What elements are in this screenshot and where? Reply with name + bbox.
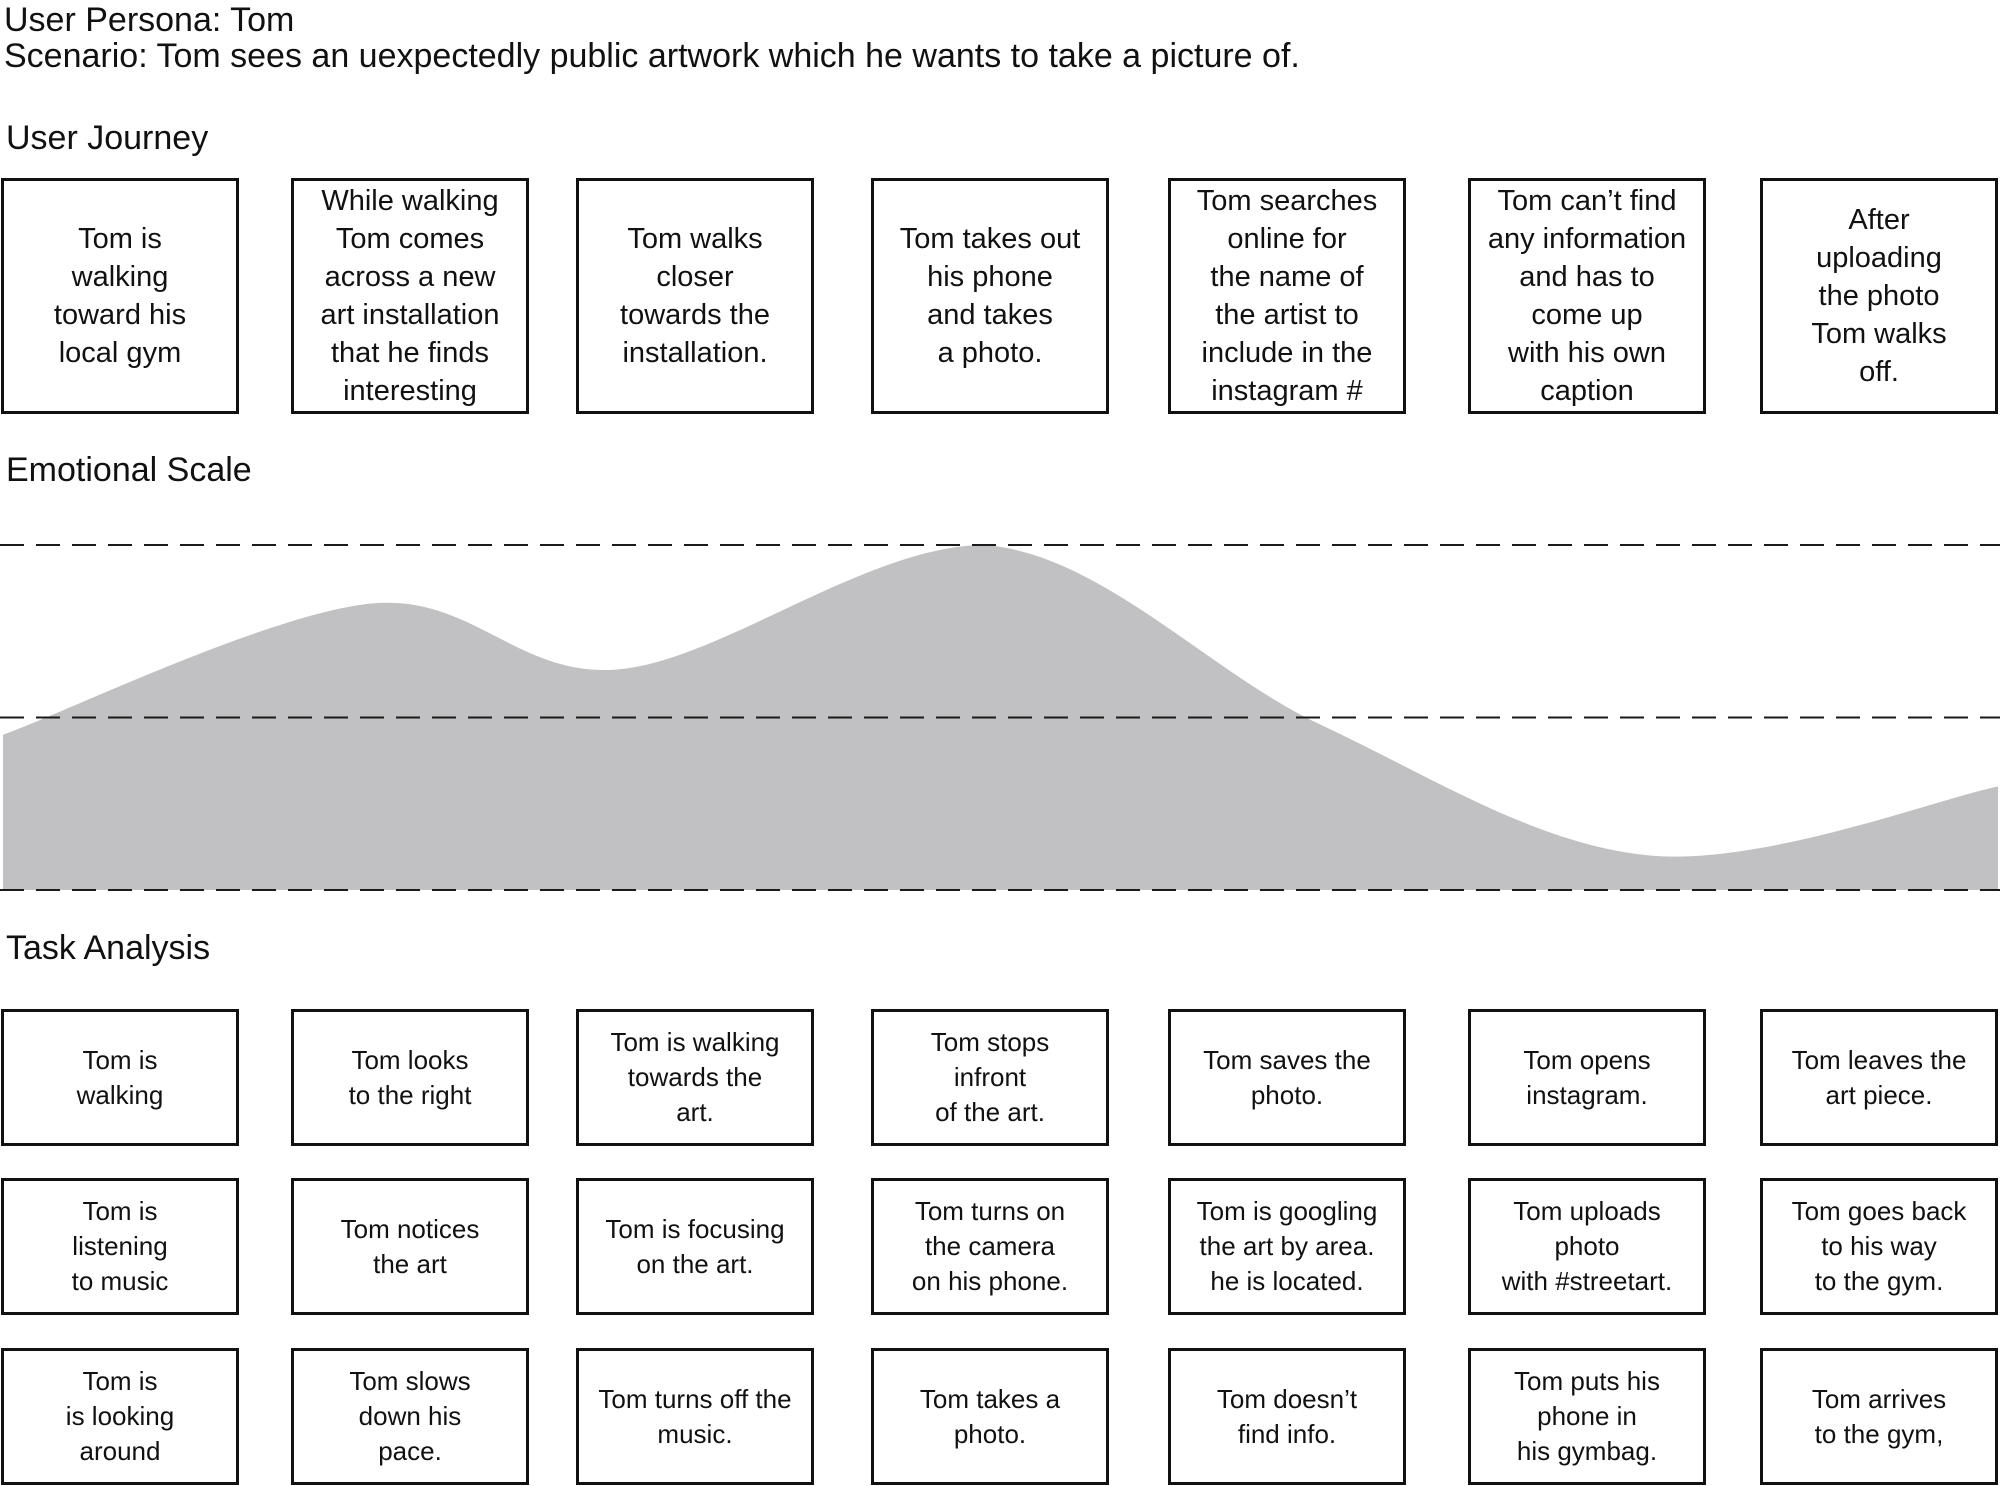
task-card: Tom goes back to his way to the gym. [1760,1178,1998,1315]
user-journey-title: User Journey [6,119,209,157]
task-text: Tom uploads photo with #streetart. [1501,1196,1673,1296]
task-card: Tom doesn’t find info. [1168,1348,1406,1485]
journey-step-6: Tom can’t find any information and has t… [1468,178,1706,414]
task-text: Tom turns off the music. [598,1383,792,1449]
task-text: Tom is walking towards the art. [610,1027,780,1127]
journey-step-text: Tom can’t find any information and has t… [1487,185,1687,407]
emotion-area [3,545,1998,890]
task-text: Tom stops infront of the art. [930,1027,1050,1127]
task-card: Tom is focusing on the art. [576,1178,814,1315]
task-analysis-title: Task Analysis [6,929,211,967]
task-text: Tom goes back to his way to the gym. [1791,1196,1967,1296]
task-text: Tom doesn’t find info. [1216,1383,1358,1449]
task-card: Tom slows down his pace. [291,1348,529,1485]
task-text: Tom takes a photo. [919,1383,1061,1449]
journey-step-2: While walking Tom comes across a new art… [291,178,529,414]
journey-step-4: Tom takes out his phone and takes a phot… [871,178,1109,414]
task-text: Tom saves the photo. [1203,1044,1371,1110]
task-text: Tom looks to the right [348,1044,472,1110]
task-text: Tom is focusing on the art. [605,1213,785,1279]
task-card: Tom is walking [1,1009,239,1146]
task-card: Tom puts his phone in his gymbag. [1468,1348,1706,1485]
task-text: Tom puts his phone in his gymbag. [1514,1366,1660,1466]
task-text: Tom notices the art [340,1213,480,1279]
task-text: Tom turns on the camera on his phone. [911,1196,1069,1296]
task-card: Tom is walking towards the art. [576,1009,814,1146]
task-card: Tom saves the photo. [1168,1009,1406,1146]
persona-title: User Persona: Tom [4,1,295,39]
task-card: Tom leaves the art piece. [1760,1009,1998,1146]
task-card: Tom takes a photo. [871,1348,1109,1485]
task-text: Tom is is looking around [65,1366,175,1466]
task-text: Tom leaves the art piece. [1791,1044,1967,1110]
journey-step-1: Tom is walking toward his local gym [1,178,239,414]
emotional-scale-chart [0,544,2000,891]
task-card: Tom turns on the camera on his phone. [871,1178,1109,1315]
task-card: Tom turns off the music. [576,1348,814,1485]
journey-step-text: Tom searches online for the name of the … [1196,185,1378,407]
journey-step-5: Tom searches online for the name of the … [1168,178,1406,414]
task-text: Tom is listening to music [71,1196,169,1296]
task-text: Tom opens instagram. [1523,1044,1651,1110]
task-card: Tom is is looking around [1,1348,239,1485]
journey-step-text: While walking Tom comes across a new art… [320,185,500,407]
journey-step-7: After uploading the photo Tom walks off. [1760,178,1998,414]
journey-step-text: Tom takes out his phone and takes a phot… [899,223,1081,369]
journey-step-text: After uploading the photo Tom walks off. [1811,204,1947,388]
task-card: Tom uploads photo with #streetart. [1468,1178,1706,1315]
task-text: Tom slows down his pace. [349,1366,471,1466]
task-card: Tom opens instagram. [1468,1009,1706,1146]
journey-step-text: Tom walks closer towards the installatio… [620,223,770,369]
task-text: Tom is walking [76,1044,164,1110]
task-card: Tom stops infront of the art. [871,1009,1109,1146]
journey-step-text: Tom is walking toward his local gym [53,223,187,369]
task-card: Tom arrives to the gym, [1760,1348,1998,1485]
emotional-scale-title: Emotional Scale [6,451,252,489]
task-text: Tom arrives to the gym, [1811,1383,1947,1449]
task-card: Tom is listening to music [1,1178,239,1315]
task-card: Tom is googling the art by area. he is l… [1168,1178,1406,1315]
journey-step-3: Tom walks closer towards the installatio… [576,178,814,414]
task-card: Tom looks to the right [291,1009,529,1146]
task-card: Tom notices the art [291,1178,529,1315]
scenario-text: Scenario: Tom sees an uexpectedly public… [4,37,1300,75]
task-text: Tom is googling the art by area. he is l… [1196,1196,1378,1296]
